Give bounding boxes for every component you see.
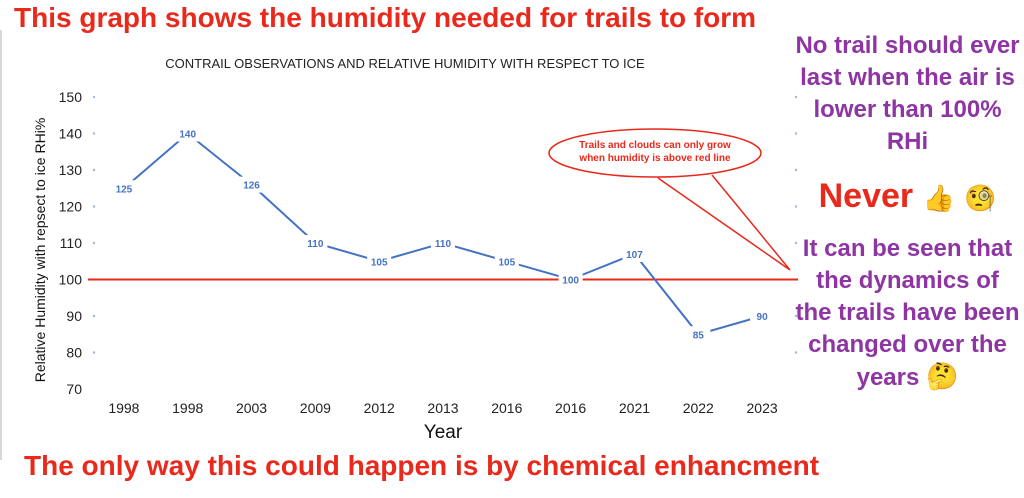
x-axis-ticks: 1998 1998 2003 2009 2012 2013 2016 2016 2021 2022…: [108, 400, 778, 416]
data-label: 100: [562, 276, 579, 287]
side-commentary: No trail should ever last when the air i…: [795, 30, 1020, 450]
data-label: 105: [371, 257, 388, 268]
right-tick-dot: [794, 314, 798, 318]
side-paragraph-2: It can be seen that the dynamics of the …: [795, 233, 1020, 394]
y-tick-label: 130: [59, 162, 83, 178]
y-tick-label: 100: [59, 272, 83, 288]
y-axis-label: Relative Humidity with repsect to ice RH…: [32, 118, 48, 383]
right-tick-dot: [794, 205, 798, 208]
x-tick-label: 2016: [555, 400, 586, 416]
data-label-bg: [367, 253, 392, 270]
never-line: Never 👍 🧐: [795, 176, 1020, 219]
y-tick-label: 150: [59, 89, 83, 105]
data-label: 140: [179, 130, 196, 141]
x-axis-label: Year: [424, 422, 463, 443]
data-label-bg: [558, 271, 583, 288]
x-tick-label: 2003: [236, 400, 267, 416]
x-tick-label: 1998: [108, 400, 139, 416]
top-headline: This graph shows the humidity needed for…: [14, 2, 757, 33]
annotation-callout: Trails and clouds can only grow when hum…: [548, 128, 791, 271]
callout-bubble: [548, 128, 762, 178]
never-text: Never: [818, 177, 914, 215]
x-tick-label: 2012: [364, 400, 395, 416]
y-tick-dot: [92, 314, 96, 318]
right-tick-dot: [794, 168, 798, 172]
callout-text-line-2: when humidity is above red line: [578, 153, 731, 164]
data-label-bg: [686, 326, 711, 343]
thinking-face-icon: 🤔: [926, 362, 959, 392]
x-tick-label: 1998: [172, 400, 203, 416]
x-tick-label: 2022: [683, 400, 714, 416]
data-label: 85: [693, 330, 705, 341]
side-paragraph-2-text: It can be seen that the dynamics of the …: [795, 235, 1020, 391]
y-tick-dot: [92, 205, 96, 208]
right-tick-dot: [794, 95, 798, 99]
y-axis-ticks: 70 80 90 100 110 120 130 140 150: [59, 89, 96, 397]
side-paragraph-1: No trail should ever last when the air i…: [795, 32, 1020, 155]
data-label: 125: [116, 184, 133, 195]
callout-pointer: [657, 174, 791, 271]
data-label: 105: [498, 257, 515, 268]
data-label-bg: [239, 176, 264, 193]
left-edge-rule: [0, 30, 2, 460]
data-label-bg: [111, 180, 136, 197]
data-label-bg: [750, 308, 775, 324]
data-label: 90: [757, 312, 769, 323]
x-tick-label: 2016: [491, 400, 522, 416]
data-labels: 125 140 126 110 105 110 105 100 107 85 90: [111, 125, 775, 343]
y-tick-dot: [92, 168, 96, 172]
data-label: 107: [626, 250, 643, 261]
right-tick-dot: [794, 351, 798, 354]
y-tick-dot: [92, 241, 96, 245]
callout-text-line-1: Trails and clouds can only grow: [579, 140, 731, 151]
y-tick-label: 140: [59, 126, 83, 142]
right-tick-dot: [794, 132, 798, 135]
data-label-bg: [431, 235, 455, 251]
data-label-bg: [494, 253, 519, 270]
y-tick-label: 90: [66, 308, 82, 324]
x-tick-label: 2021: [619, 400, 650, 416]
chart-title: CONTRAIL OBSERVATIONS AND RELATIVE HUMID…: [165, 56, 645, 71]
data-label-bg: [622, 245, 647, 262]
y-tick-label: 70: [66, 381, 82, 397]
contrail-humidity-chart: CONTRAIL OBSERVATIONS AND RELATIVE HUMID…: [32, 56, 798, 443]
data-label: 110: [307, 239, 324, 250]
data-label: 126: [243, 181, 260, 192]
y-tick-label: 80: [66, 345, 82, 361]
data-label-bg: [303, 235, 328, 251]
data-label: 110: [435, 239, 452, 250]
x-tick-label: 2009: [300, 400, 331, 416]
x-tick-label: 2013: [427, 400, 458, 416]
y-tick-label: 120: [59, 199, 83, 215]
data-label-bg: [175, 125, 200, 142]
y-tick-label: 110: [60, 235, 83, 251]
x-tick-label: 2023: [747, 400, 778, 416]
bottom-headline: The only way this could happen is by che…: [24, 450, 820, 481]
y-tick-dot: [92, 351, 96, 354]
y-tick-dot: [92, 132, 96, 135]
y-tick-dot: [92, 95, 96, 99]
right-tick-dot: [794, 241, 798, 245]
thumbs-up-monocle-icon: 👍 🧐: [922, 184, 997, 214]
